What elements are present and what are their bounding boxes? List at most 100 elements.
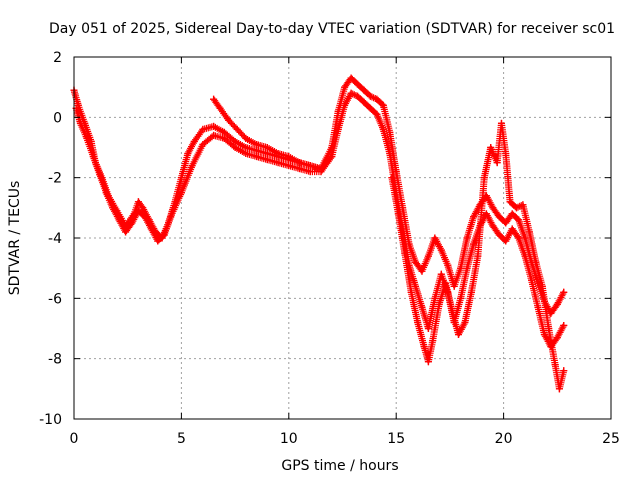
data-point — [76, 119, 84, 127]
data-point — [373, 110, 381, 118]
x-tick-label: 5 — [177, 431, 186, 447]
data-point — [424, 252, 432, 260]
data-point — [128, 219, 136, 227]
data-point — [386, 128, 394, 136]
data-point — [412, 258, 420, 266]
data-point — [553, 300, 561, 308]
data-point — [448, 306, 456, 314]
y-tick-label: -4 — [48, 231, 62, 247]
data-point — [347, 89, 355, 97]
x-tick-label: 20 — [495, 431, 513, 447]
data-point — [470, 213, 478, 221]
data-point — [457, 294, 465, 302]
data-point — [424, 358, 432, 366]
x-tick-label: 10 — [280, 431, 298, 447]
data-point — [315, 165, 323, 173]
data-point — [167, 213, 175, 221]
series-1 — [70, 74, 568, 317]
data-point — [480, 174, 488, 182]
data-point — [154, 237, 162, 245]
data-point — [210, 131, 218, 139]
data-point — [508, 210, 516, 218]
x-axis-label: GPS time / hours — [281, 458, 398, 474]
data-point — [83, 134, 91, 142]
data-point — [360, 86, 368, 94]
data-point — [489, 222, 497, 230]
data-point — [141, 213, 149, 221]
data-point — [216, 104, 224, 112]
data-point — [497, 119, 505, 127]
data-point — [474, 252, 482, 260]
data-point — [231, 137, 239, 145]
data-point — [442, 279, 450, 287]
data-point — [457, 264, 465, 272]
data-point — [418, 303, 426, 311]
data-point — [502, 150, 510, 158]
y-tick-label: 2 — [53, 50, 62, 66]
data-point — [379, 125, 387, 133]
data-point — [366, 104, 374, 112]
data-point — [508, 225, 516, 233]
data-point — [366, 92, 374, 100]
data-point — [551, 361, 559, 369]
data-point — [401, 249, 409, 257]
data-point — [225, 116, 233, 124]
data-point — [253, 140, 261, 148]
y-axis-label: SDTVAR / TECUs — [7, 181, 23, 296]
y-tick-label: -10 — [39, 412, 62, 428]
x-tick-label: 0 — [70, 431, 79, 447]
data-point — [528, 276, 536, 284]
data-point — [467, 288, 475, 296]
data-point — [437, 246, 445, 254]
data-point — [521, 252, 529, 260]
data-point — [296, 159, 304, 167]
data-point — [515, 234, 523, 242]
data-point — [470, 240, 478, 248]
data-point — [274, 150, 282, 158]
data-point — [253, 147, 261, 155]
data-point — [414, 318, 422, 326]
data-point — [487, 144, 495, 151]
data-point — [242, 134, 250, 142]
data-point — [525, 228, 533, 236]
data-point — [134, 198, 142, 206]
data-point — [347, 74, 355, 82]
data-point — [210, 95, 218, 103]
data-point — [532, 258, 540, 266]
data-point — [388, 174, 396, 182]
data-point — [502, 219, 510, 227]
data-point — [450, 282, 458, 290]
data-point — [482, 210, 490, 218]
data-point — [424, 325, 432, 332]
series-2 — [72, 89, 568, 351]
data-point — [285, 162, 293, 170]
data-point — [379, 101, 387, 109]
data-point — [354, 80, 362, 88]
data-point — [555, 385, 563, 393]
data-point — [242, 144, 250, 151]
y-axis-ticks: 2 0 -2 -4 -6 -8 -10 — [39, 50, 611, 428]
data-points — [70, 74, 568, 393]
data-point — [418, 267, 426, 275]
data-point — [538, 282, 546, 290]
data-point — [560, 288, 568, 296]
data-point — [560, 321, 568, 329]
data-point — [160, 231, 168, 239]
data-point — [341, 101, 349, 109]
data-point — [435, 300, 443, 308]
data-point — [242, 150, 250, 158]
data-point — [109, 204, 117, 212]
y-tick-label: -2 — [48, 171, 62, 187]
data-point — [495, 231, 503, 239]
data-point — [495, 213, 503, 221]
data-point — [89, 153, 97, 161]
data-point — [328, 153, 336, 161]
series-3 — [210, 95, 568, 393]
data-point — [515, 216, 523, 224]
data-point — [512, 204, 520, 212]
data-point — [431, 294, 439, 302]
data-point — [199, 140, 207, 148]
data-point — [553, 334, 561, 342]
data-point — [115, 216, 123, 224]
